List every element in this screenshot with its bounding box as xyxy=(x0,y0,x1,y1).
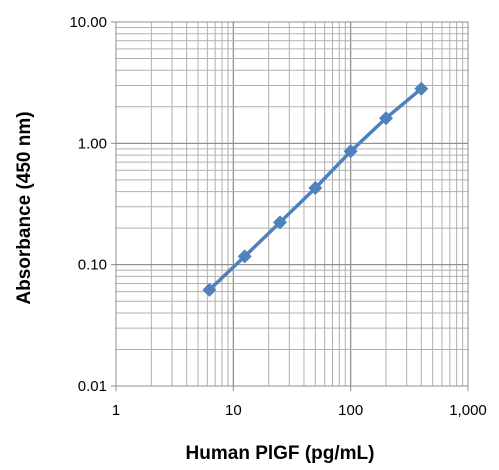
x-tick-label: 1 xyxy=(112,402,120,419)
x-tick-label: 100 xyxy=(338,402,363,419)
data-series xyxy=(202,81,429,297)
y-tick-label: 1.00 xyxy=(78,135,107,152)
data-point xyxy=(237,249,252,264)
y-axis-title: Absorbance (450 nm) xyxy=(14,111,35,304)
y-tick-label: 0.10 xyxy=(78,257,107,274)
y-tick-label: 0.01 xyxy=(78,378,107,395)
plot-grid xyxy=(115,21,469,387)
x-axis-title: Human PlGF (pg/mL) xyxy=(186,443,375,464)
data-point xyxy=(202,282,217,297)
data-point xyxy=(414,81,429,96)
plot-frame xyxy=(115,21,469,387)
x-tick-label: 10 xyxy=(225,402,242,419)
data-point xyxy=(378,111,393,126)
y-tick-label: 10.00 xyxy=(69,14,107,31)
data-point xyxy=(273,215,288,230)
axis-ticks: 1 10 100 1,000 0.01 0.10 1.00 10.00 xyxy=(69,14,486,419)
x-tick-label: 1,000 xyxy=(449,402,487,419)
data-point xyxy=(343,144,358,159)
data-point xyxy=(308,181,323,196)
